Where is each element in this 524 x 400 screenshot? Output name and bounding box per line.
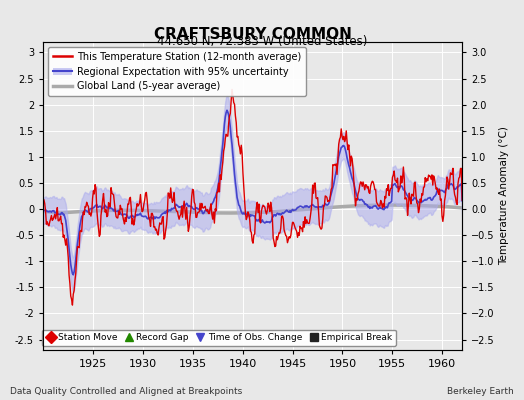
Line: Regional Expectation with 95% uncertainty: Regional Expectation with 95% uncertaint… [43,110,462,275]
Regional Expectation with 95% uncertainty [224,108,230,113]
This Temperature Station (12-month average) [241,185,247,190]
Regional Expectation with 95% uncertainty [291,208,297,212]
Text: 44.650 N, 72.383 W (United States): 44.650 N, 72.383 W (United States) [157,36,367,48]
Global Land (5-year average) [459,206,465,210]
This Temperature Station (12-month average) [69,303,75,308]
This Temperature Station (12-month average) [291,222,297,227]
Y-axis label: Temperature Anomaly (°C): Temperature Anomaly (°C) [499,126,509,266]
Regional Expectation with 95% uncertainty [70,272,77,277]
Text: Data Quality Controlled and Aligned at Breakpoints: Data Quality Controlled and Aligned at B… [10,387,243,396]
Global Land (5-year average) [240,210,246,215]
This Temperature Station (12-month average) [451,186,457,190]
This Temperature Station (12-month average) [40,200,46,205]
Legend: Station Move, Record Gap, Time of Obs. Change, Empirical Break: Station Move, Record Gap, Time of Obs. C… [42,330,396,346]
Global Land (5-year average) [268,210,274,214]
Line: This Temperature Station (12-month average): This Temperature Station (12-month avera… [43,90,462,305]
Title: CRAFTSBURY COMMON: CRAFTSBURY COMMON [154,27,352,42]
Regional Expectation with 95% uncertainty [385,202,391,207]
This Temperature Station (12-month average) [385,182,391,187]
This Temperature Station (12-month average) [459,198,465,203]
Global Land (5-year average) [387,203,393,208]
Regional Expectation with 95% uncertainty [459,198,465,203]
Text: Berkeley Earth: Berkeley Earth [447,387,514,396]
Regional Expectation with 95% uncertainty [241,210,247,215]
Regional Expectation with 95% uncertainty [40,208,46,213]
Regional Expectation with 95% uncertainty [451,185,457,190]
This Temperature Station (12-month average) [243,217,249,222]
Global Land (5-year average) [290,208,297,213]
Global Land (5-year average) [384,203,390,208]
Global Land (5-year average) [242,210,248,215]
Global Land (5-year average) [225,211,232,216]
Global Land (5-year average) [451,205,457,210]
Global Land (5-year average) [40,209,46,214]
Regional Expectation with 95% uncertainty [268,218,275,223]
This Temperature Station (12-month average) [268,205,275,210]
Regional Expectation with 95% uncertainty [243,212,249,217]
This Temperature Station (12-month average) [229,87,235,92]
Line: Global Land (5-year average): Global Land (5-year average) [43,205,462,213]
